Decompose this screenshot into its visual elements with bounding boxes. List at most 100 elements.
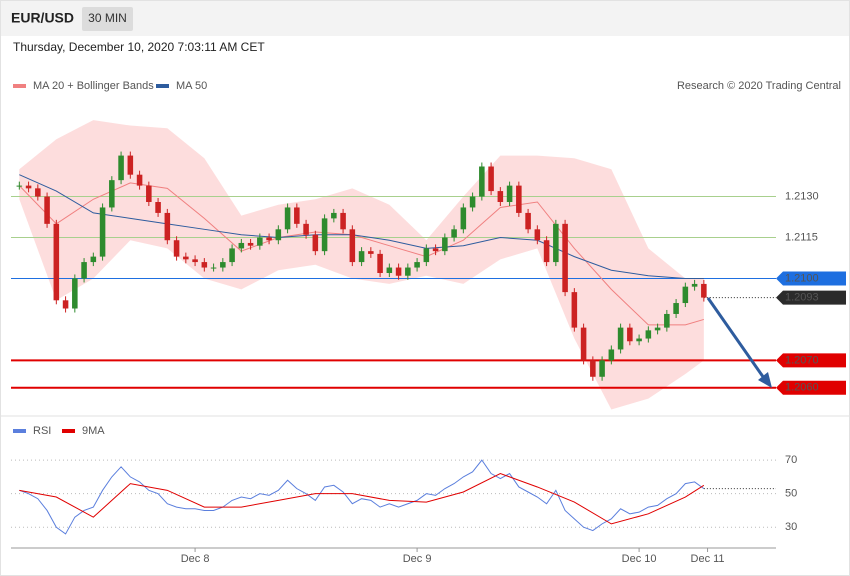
interval-badge[interactable] [82,7,133,31]
level-label: 1.2093 [785,291,819,303]
candle [136,174,143,186]
candle [35,188,41,197]
x-tick-label: Dec 8 [181,553,210,565]
candle [53,223,60,301]
candle [627,327,633,342]
legend-swatch [13,84,26,88]
candle [442,237,448,252]
x-tick-label: Dec 10 [622,553,657,565]
level-box [776,380,846,395]
candle [62,300,69,309]
candle [368,251,374,254]
x-tick-label: Dec 9 [403,553,432,565]
credit: Research © 2020 Trading Central [677,80,841,92]
candle [247,242,254,246]
candle [451,229,457,238]
candle [479,166,485,197]
indicator-line [18,182,704,326]
legend-label: RSI [33,425,51,437]
level-label: 1.2070 [785,354,819,366]
forecast-arrow [706,297,768,382]
plot: Dec 8 Dec 9 Dec 10 Dec 11 1.2130 1.2115 1.2100… [11,80,846,565]
indicator-line [19,174,704,279]
candle [349,229,356,263]
y-tick-label: 70 [785,454,797,466]
x-tick-label: Dec 11 [691,553,725,565]
level-label: 1.2115 [785,231,818,243]
level-label: 1.2060 [785,382,819,394]
candle [497,191,504,202]
y-tick-label: 50 [785,488,797,500]
level-box [776,290,846,305]
candle [118,155,124,181]
y-tick-label: 30 [785,521,797,533]
legend-swatch [13,429,26,433]
candle [229,248,235,263]
candle [460,207,467,230]
level-box [776,353,846,368]
candle [664,313,670,328]
candle [294,207,300,224]
timestamp: Thursday, December 10, 2020 7:03:11 AM C… [13,40,265,54]
symbol: EUR/USD [11,10,74,26]
candle [432,248,439,252]
candle [284,207,291,230]
candle [506,185,513,202]
legend-label: MA 20 + Bollinger Bands [33,80,154,92]
candle [257,237,263,246]
candle [266,237,272,241]
arrow-head [758,372,772,388]
level-label: 1.2100 [785,272,819,284]
candle [44,196,50,224]
candle [691,283,698,287]
candle [192,259,198,263]
candle [340,212,346,230]
candle [516,185,522,213]
candle [608,349,615,361]
candle [636,338,642,342]
candle [553,223,559,263]
candle [423,248,430,263]
level-box [776,271,846,286]
candle [331,212,337,219]
candle [210,267,217,269]
legend-swatch [62,429,75,433]
candle [580,327,587,361]
candle [99,207,106,257]
legend-label: MA 50 [176,80,207,92]
candle [562,223,568,293]
candle [127,155,134,175]
level-label: 1.2130 [785,190,819,202]
candle [72,278,78,309]
candle [90,256,97,263]
legend-swatch [156,84,169,88]
series-line [19,459,705,535]
candle [654,327,661,331]
candle [599,360,605,377]
candle [220,262,226,268]
candle [109,180,115,208]
candle [238,242,245,249]
candle [617,327,624,350]
candle [525,212,531,230]
candle [201,262,208,268]
candle [645,330,652,339]
interval[interactable]: 30 MIN [88,11,127,25]
legend-label: 9MA [82,425,105,437]
candle [395,267,402,276]
candle [682,286,689,304]
candle [414,262,420,268]
candle [701,283,707,298]
candle [155,202,161,213]
candle [673,303,679,314]
header-bar [1,1,849,36]
candle [312,234,319,252]
candle [469,196,476,208]
candle [405,267,411,276]
candle [377,253,383,273]
candle [534,229,541,241]
candle [358,251,365,263]
series-line [19,473,705,525]
